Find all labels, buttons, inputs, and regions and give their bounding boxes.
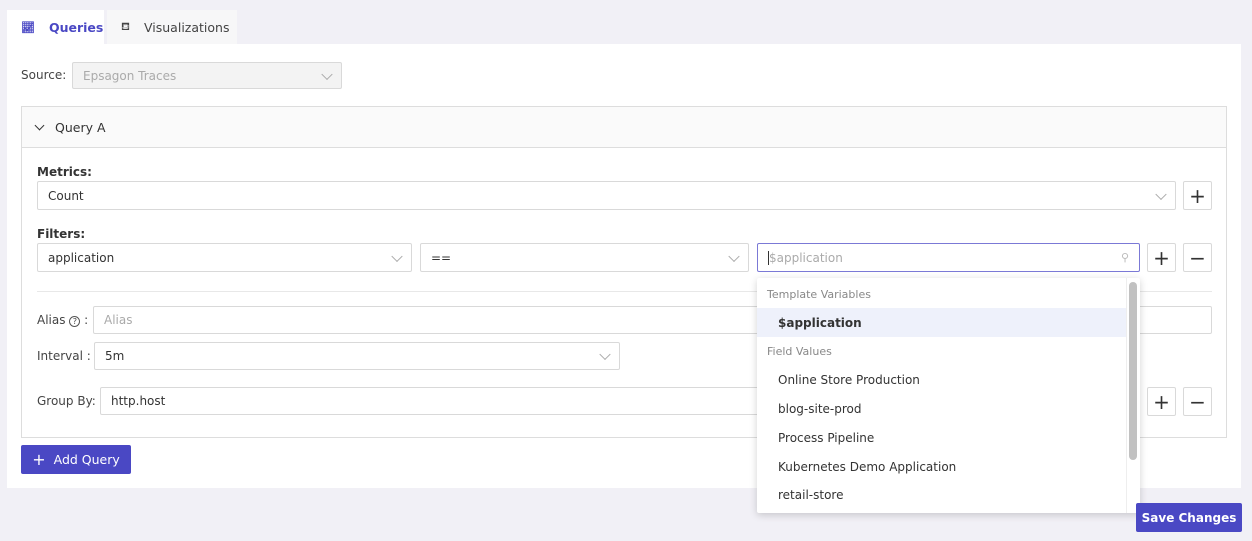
dropdown-option[interactable]: blog-site-prod — [778, 401, 862, 416]
paint-bucket-icon: ⛾ — [121, 20, 130, 33]
query-header[interactable]: Query A — [22, 107, 1226, 148]
interval-select[interactable]: 5m — [94, 342, 620, 370]
scrollbar-track[interactable] — [1126, 278, 1140, 513]
filters-label: Filters: — [37, 227, 86, 241]
add-groupby-button[interactable]: + — [1147, 387, 1176, 416]
dropdown-option[interactable]: $application — [757, 308, 1127, 337]
dropdown-option[interactable]: Online Store Production — [778, 372, 920, 387]
groupby-label: Group By: — [37, 394, 96, 408]
source-label: Source: — [21, 68, 67, 82]
chevron-down-icon — [599, 348, 611, 361]
alias-label: Alias ? : — [37, 313, 89, 327]
remove-groupby-button[interactable]: − — [1183, 387, 1212, 416]
filter-operator-select[interactable]: == — [420, 243, 749, 272]
filter-value-input[interactable]: $application ⚲ — [757, 243, 1140, 272]
search-icon: ⚲ — [1120, 251, 1129, 264]
help-icon: ? — [69, 316, 81, 327]
line-chart-icon: 📈︎ — [21, 21, 35, 34]
remove-filter-button[interactable]: − — [1183, 243, 1212, 272]
tab-visualizations[interactable]: ⛾ Visualizations — [107, 10, 237, 45]
metrics-select[interactable]: Count — [37, 181, 1176, 210]
plus-icon: + — [32, 450, 46, 469]
filter-field-select[interactable]: application — [37, 243, 412, 272]
interval-label: Interval : — [37, 349, 91, 363]
add-query-button[interactable]: + Add Query — [21, 445, 131, 474]
metrics-label: Metrics: — [37, 165, 92, 179]
filter-value-dropdown: Template Variables $application Field Va… — [757, 278, 1140, 513]
save-changes-button[interactable]: Save Changes — [1136, 503, 1242, 532]
dropdown-option[interactable]: Kubernetes Demo Application — [778, 459, 957, 474]
add-metric-button[interactable]: + — [1183, 181, 1212, 210]
chevron-down-icon — [1155, 188, 1167, 200]
chevron-down-icon — [34, 120, 45, 130]
chevron-down-icon — [728, 250, 740, 262]
dropdown-option[interactable]: retail-store — [778, 487, 844, 502]
source-select[interactable]: Epsagon Traces — [72, 62, 342, 89]
chevron-down-icon — [321, 68, 333, 80]
chevron-down-icon — [391, 250, 403, 262]
scrollbar-thumb[interactable] — [1129, 282, 1137, 460]
add-filter-button[interactable]: + — [1147, 243, 1176, 272]
dropdown-option[interactable]: Process Pipeline — [778, 430, 875, 445]
query-box — [21, 106, 1227, 438]
tab-queries[interactable]: 📈︎ Queries — [7, 10, 104, 45]
divider — [37, 291, 1212, 292]
